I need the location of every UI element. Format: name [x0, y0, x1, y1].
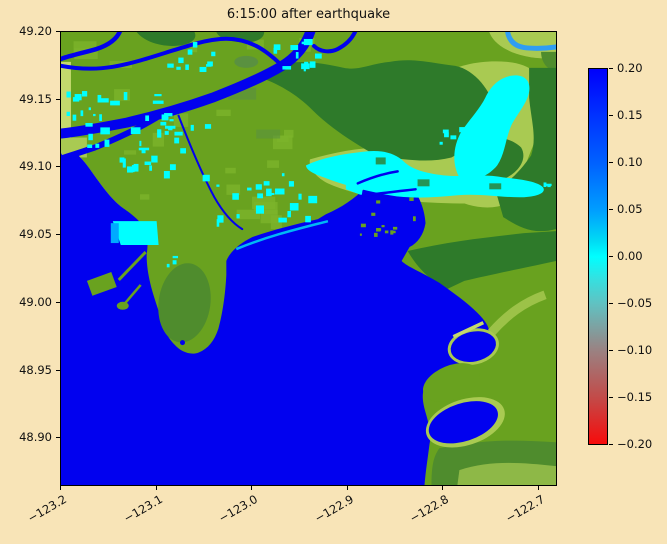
- y-tick-label: 49.10: [19, 159, 52, 173]
- marsh-speckles: [359, 197, 416, 237]
- colorbar-tick: [609, 115, 613, 116]
- colorbar-tick: [609, 397, 613, 398]
- colorbar-label: −0.15: [617, 390, 653, 404]
- delta-slough: [177, 114, 244, 231]
- y-tick-label: 49.05: [19, 227, 52, 241]
- x-tick-label: −122.7: [503, 492, 547, 526]
- x-tick-mark: [442, 486, 443, 490]
- colorbar-label: −0.20: [617, 437, 653, 451]
- fraser-main-stem: [61, 32, 316, 139]
- flood-pixels: [66, 38, 552, 268]
- colorbar-label: 0.05: [617, 202, 643, 216]
- y-tick-mark: [56, 31, 60, 32]
- colorbar-label: 0.10: [617, 155, 643, 169]
- plot-area: [60, 31, 557, 486]
- drayton-harbor: [450, 331, 496, 362]
- x-tick-label: −122.8: [407, 492, 451, 526]
- x-tick-mark: [347, 486, 348, 490]
- x-tick-mark: [156, 486, 157, 490]
- y-tick-mark: [56, 166, 60, 167]
- colorbar-tick: [609, 256, 613, 257]
- colorbar-label: −0.05: [617, 296, 653, 310]
- birch-bay: [428, 401, 498, 444]
- valley-flood-band: [306, 150, 544, 198]
- colorbar-tick: [609, 350, 613, 351]
- north-arm: [61, 32, 122, 62]
- colorbar-label: −0.10: [617, 343, 653, 357]
- y-tick-label: 49.15: [19, 92, 52, 106]
- colorbar: [588, 68, 608, 445]
- fraser-river-channels: [61, 32, 358, 231]
- x-tick-label: −122.9: [312, 492, 356, 526]
- upstream-river-light: [505, 32, 556, 51]
- y-tick-label: 48.95: [19, 363, 52, 377]
- tidal-creeks: [356, 170, 417, 198]
- fraser-south-branch: [61, 114, 160, 162]
- ocean: [61, 143, 490, 485]
- y-tick-label: 49.20: [19, 24, 52, 38]
- bay-shore-fringe: [235, 219, 329, 251]
- y-tick-mark: [56, 99, 60, 100]
- colorbar-label: 0.20: [617, 61, 643, 75]
- semiahmoo-spit: [452, 321, 485, 339]
- southeast-coast-details: [423, 290, 556, 485]
- y-tick-mark: [56, 370, 60, 371]
- colorbar-label: 0.00: [617, 249, 643, 263]
- plot-title: 6:15:00 after earthquake: [226, 7, 391, 22]
- x-tick-mark: [60, 486, 61, 490]
- ferry-terminal: [116, 301, 129, 310]
- colorbar-tick: [609, 162, 613, 163]
- colorbar-label: 0.15: [617, 108, 643, 122]
- pond: [180, 340, 185, 346]
- colorbar-tick: [609, 209, 613, 210]
- middle-arm: [61, 36, 283, 71]
- roberts-bank-terminal: [86, 271, 117, 296]
- colorbar-tick: [609, 444, 613, 445]
- x-tick-mark: [251, 486, 252, 490]
- colorbar-tick: [609, 68, 613, 69]
- x-tick-label: −123.2: [25, 492, 69, 526]
- jetties: [61, 139, 147, 310]
- y-tick-label: 48.90: [19, 430, 52, 444]
- x-tick-label: −123.1: [121, 492, 165, 526]
- y-tick-label: 49.00: [19, 295, 52, 309]
- x-tick-mark: [538, 486, 539, 490]
- pitt-channel: [311, 32, 358, 54]
- y-tick-mark: [56, 437, 60, 438]
- map-canvas: [61, 32, 556, 485]
- x-tick-label: −123.0: [216, 492, 260, 526]
- y-tick-mark: [56, 234, 60, 235]
- y-tick-mark: [56, 302, 60, 303]
- colorbar-tick: [609, 303, 613, 304]
- point-roberts-upland: [158, 263, 211, 343]
